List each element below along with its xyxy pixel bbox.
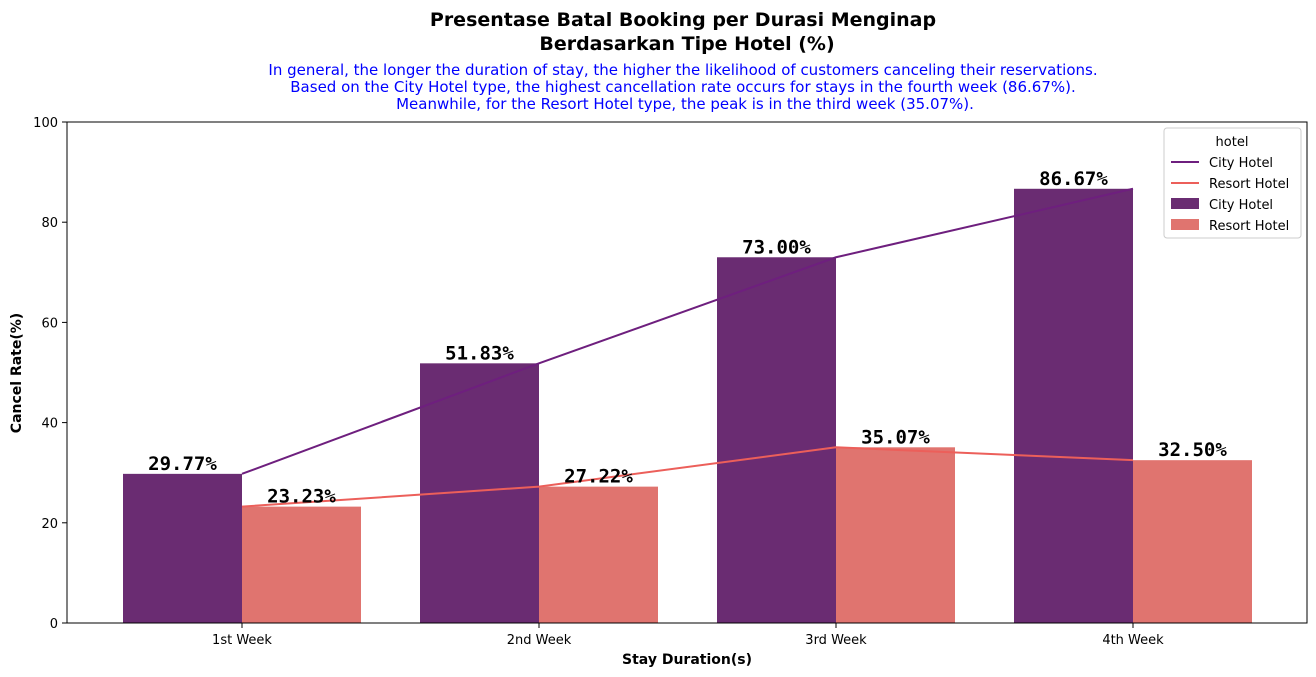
x-axis-ticks: 1st Week 2nd Week 3rd Week 4th Week — [212, 623, 1164, 648]
bar-label-resort-1: 23.23% — [267, 486, 336, 508]
y-tick-label-1: 20 — [41, 517, 58, 532]
legend-label-city-line: City Hotel — [1209, 156, 1273, 171]
bar-resort-2 — [539, 486, 658, 623]
y-tick-label-4: 80 — [41, 216, 58, 231]
chart-subtitle-line-3: Meanwhile, for the Resort Hotel type, th… — [396, 95, 974, 113]
line-city — [241, 187, 1134, 475]
chart-subtitle-line-2: Based on the City Hotel type, the highes… — [290, 78, 1075, 96]
legend-label-resort-bar: Resort Hotel — [1209, 219, 1289, 234]
legend-box — [1163, 127, 1302, 239]
y-tick-label-0: 0 — [50, 617, 58, 632]
legend-swatch-city-bar — [1171, 198, 1199, 209]
bar-label-city-2: 51.83% — [445, 342, 514, 364]
plot-frame — [66, 121, 1308, 624]
bar-resort-3 — [836, 447, 955, 623]
bar-label-city-3: 73.00% — [742, 236, 811, 258]
legend-label-city-bar: City Hotel — [1209, 198, 1273, 213]
y-axis-label: Cancel Rate(%) — [9, 313, 25, 433]
bar-resort-1 — [242, 506, 361, 623]
legend-label-resort-line: Resort Hotel — [1209, 177, 1289, 192]
bar-city-3 — [717, 257, 836, 623]
x-tick-label-0: 1st Week — [212, 633, 272, 648]
bar-label-city-1: 29.77% — [148, 453, 217, 475]
y-tick-label-2: 40 — [41, 417, 58, 432]
bar-label-resort-4: 32.50% — [1158, 439, 1227, 461]
bar-label-city-4: 86.67% — [1039, 168, 1108, 190]
bars-group — [123, 188, 1252, 623]
y-tick-label-5: 100 — [33, 116, 58, 131]
lines-group — [241, 187, 1134, 508]
chart-title-line-2: Berdasarkan Tipe Hotel (%) — [539, 33, 834, 55]
chart-subtitle-line-1: In general, the longer the duration of s… — [268, 61, 1097, 79]
legend-title: hotel — [1216, 135, 1249, 150]
x-tick-label-1: 2nd Week — [507, 633, 572, 648]
chart-title-line-1: Presentase Batal Booking per Durasi Meng… — [430, 9, 936, 31]
y-axis-ticks: 0 20 40 60 80 100 — [33, 116, 67, 632]
bar-label-resort-3: 35.07% — [861, 426, 930, 448]
bar-resort-4 — [1133, 460, 1252, 623]
x-axis-label: Stay Duration(s) — [622, 652, 752, 668]
x-tick-label-3: 4th Week — [1102, 633, 1164, 648]
bar-city-1 — [123, 473, 242, 623]
y-tick-label-3: 60 — [41, 316, 58, 331]
legend: hotel City Hotel Resort Hotel City Hotel… — [1163, 127, 1302, 239]
bar-city-4 — [1014, 188, 1133, 623]
legend-swatch-resort-bar — [1171, 219, 1199, 230]
bar-labels-group: 29.77% 51.83% 73.00% 86.67% 23.23% 27.22% 35.0… — [148, 168, 1227, 508]
line-resort — [241, 446, 1134, 508]
x-tick-label-2: 3rd Week — [805, 633, 867, 648]
bar-label-resort-2: 27.22% — [564, 466, 633, 488]
